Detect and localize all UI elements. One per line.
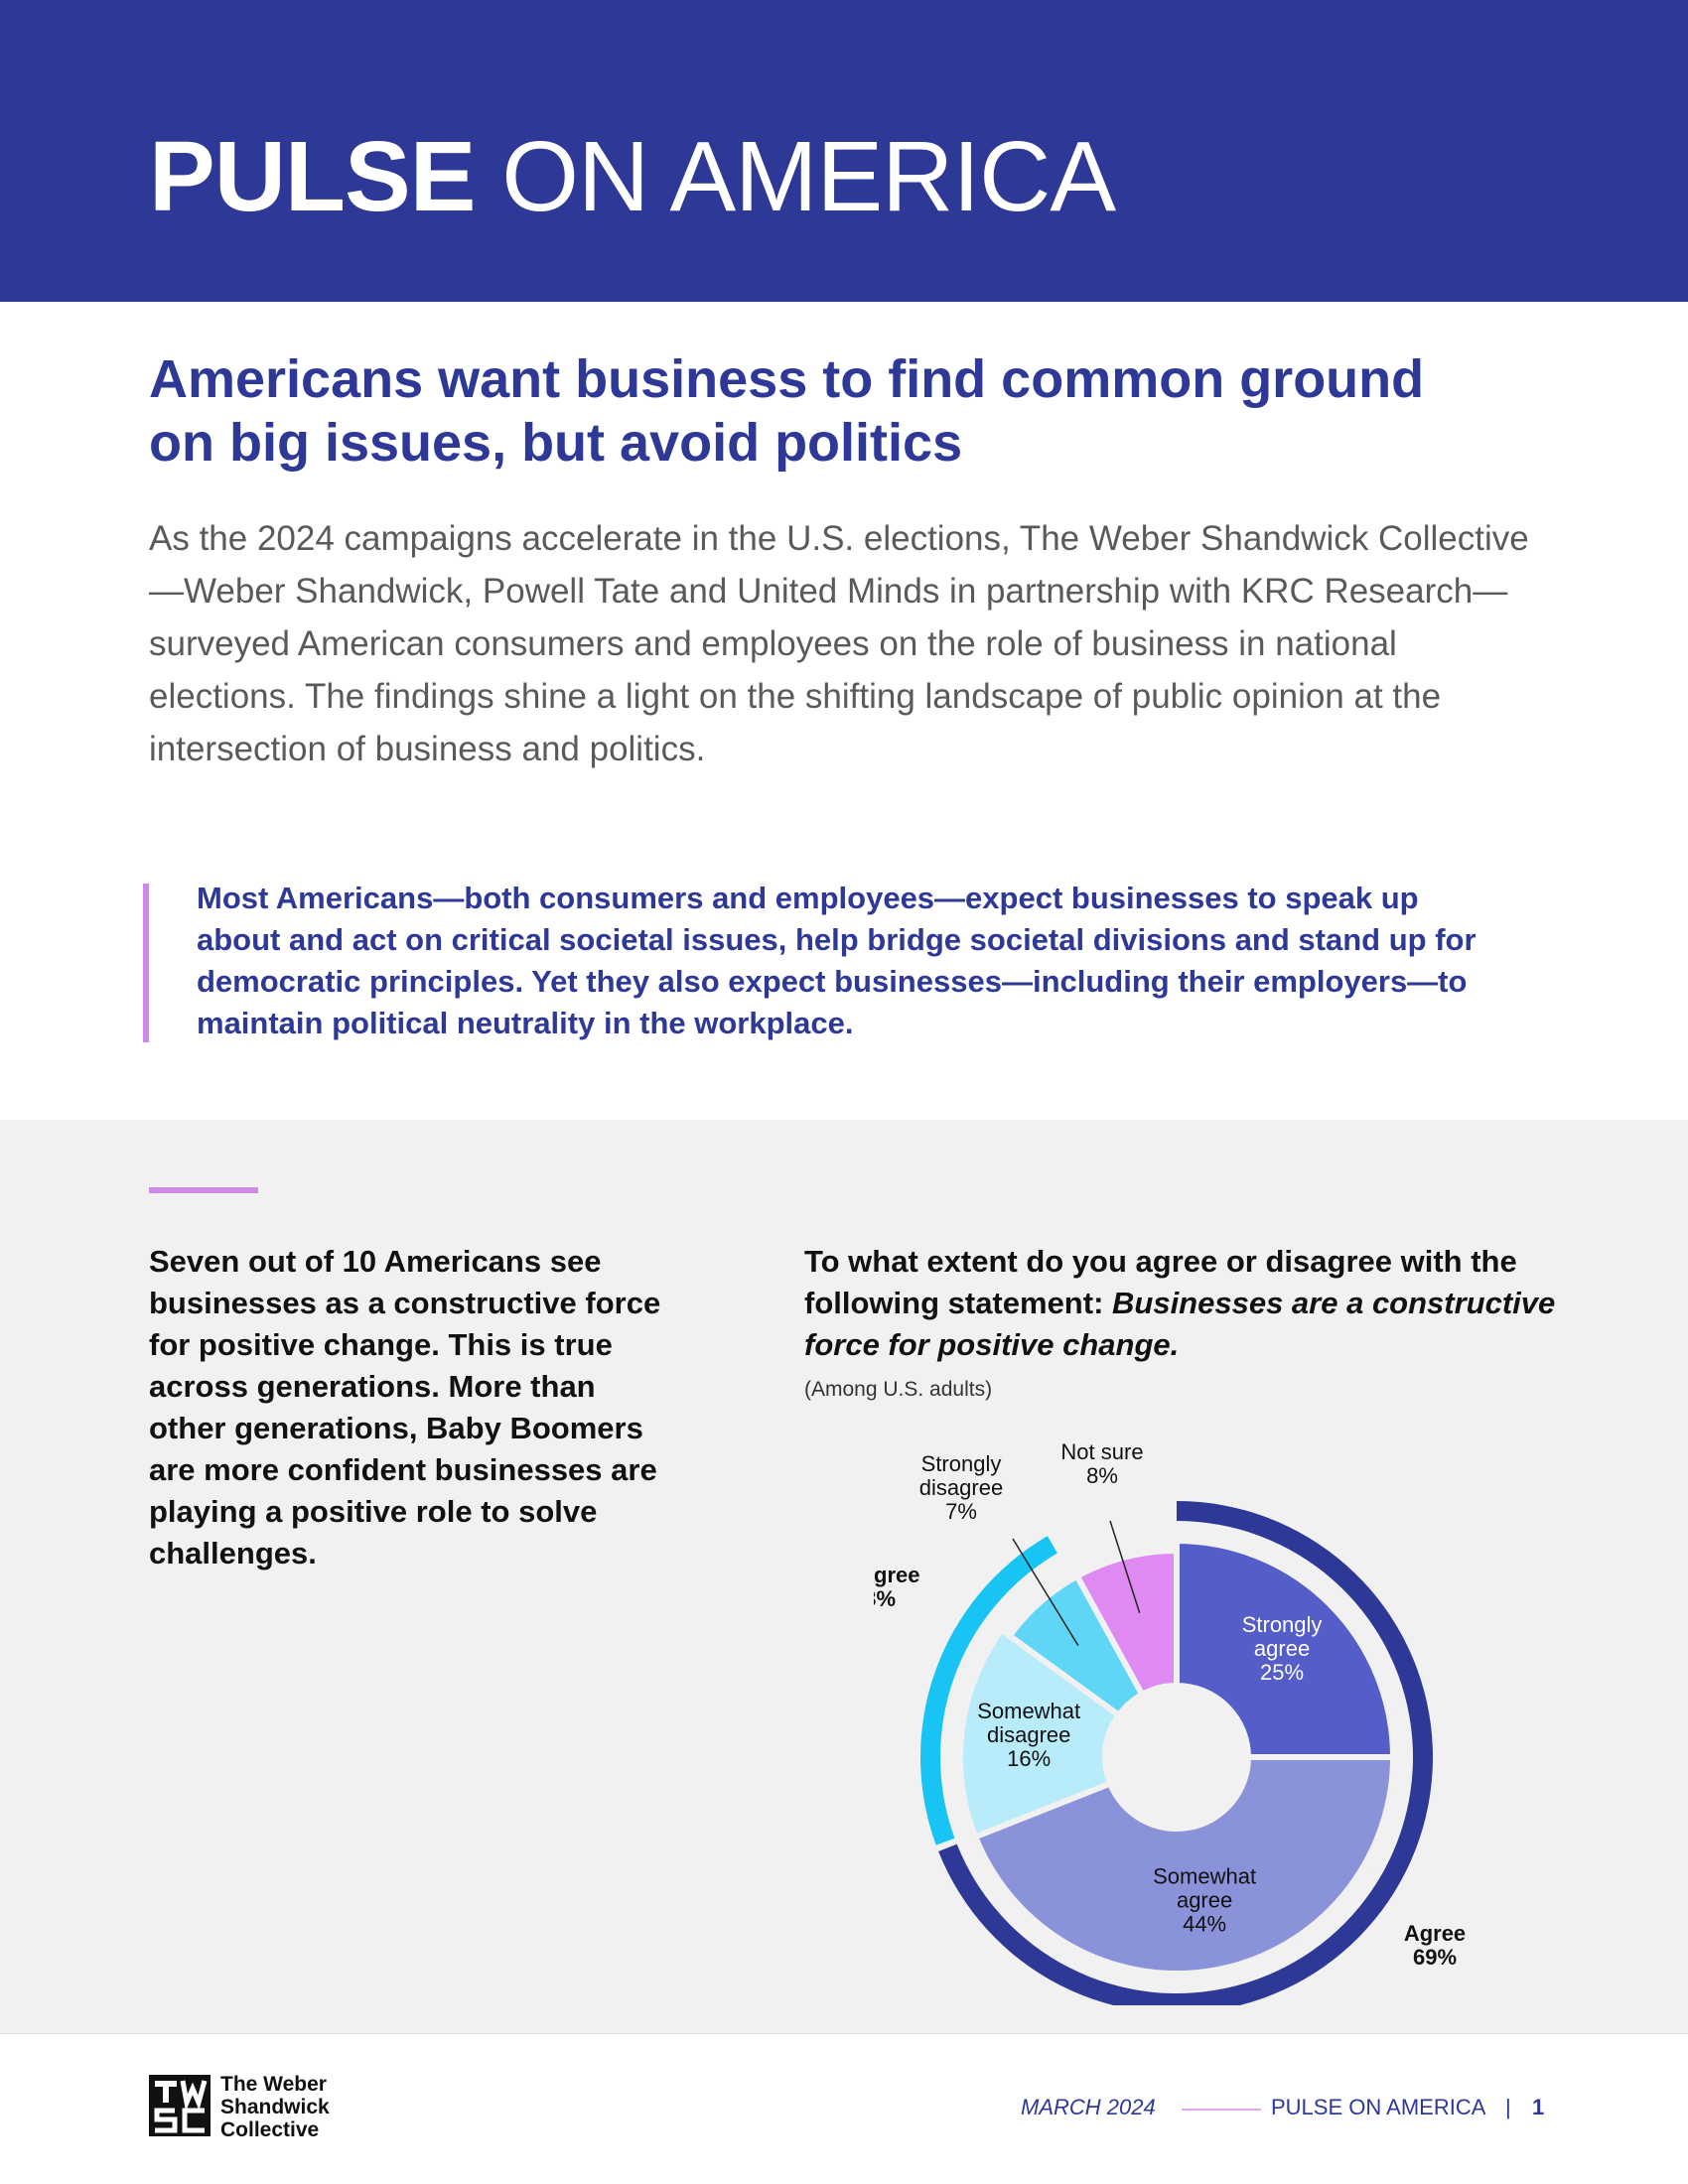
header-banner: PULSE ON AMERICA (0, 0, 1688, 302)
slice-label-outside: Not sure 8% (1060, 1439, 1143, 1488)
logo-line: Collective (220, 2118, 320, 2141)
chart-question: To what extent do you agree or disagree … (804, 1241, 1579, 1366)
donut-chart: Strongly agree 25% Somewhat agree 44% Somewhat… (874, 1390, 1470, 2005)
logo-line: Shandwick (220, 2096, 330, 2118)
chart-question-prefix: To what extent do you agree or disagree … (804, 1244, 1517, 1320)
slice-label: Somewhat disagree 16% (977, 1699, 1080, 1771)
weber-shandwick-logo-icon (149, 2075, 211, 2136)
footer-separator: | (1505, 2095, 1511, 2119)
group-ring-disagree (920, 1536, 1057, 1845)
footer-rule (0, 2033, 1688, 2034)
donut-chart-svg: Strongly agree 25% Somewhat agree 44% Somewhat… (874, 1439, 1466, 2005)
donut-slice (1072, 1547, 1180, 1699)
publication-title-light: ON AMERICA (501, 121, 1116, 232)
footer-publication: PULSE ON AMERICA (1271, 2095, 1486, 2119)
donut-slice (971, 1754, 1397, 1977)
pullquote: Most Americans—both consumers and employ… (197, 881, 1477, 1040)
group-label-disagree: Disagree23% (874, 1563, 919, 1611)
slice-label: Somewhat agree 44% (1153, 1863, 1256, 1936)
publication-title-bold: PULSE (149, 121, 476, 232)
intro-paragraph: As the 2024 campaigns accelerate in the … (149, 519, 1529, 768)
slice-label: Strongly agree 25% (1242, 1612, 1323, 1685)
donut-slice (957, 1625, 1123, 1842)
leader-line (1109, 1520, 1141, 1613)
chart-base-note: (Among U.S. adults) (804, 1378, 993, 1401)
finding-lead-text: Seven out of 10 Americans see businesses… (149, 1244, 661, 1570)
pullquote-bar (143, 884, 149, 1042)
footer-date: MARCH 2024 (1021, 2095, 1156, 2119)
headline: Americans want business to find common g… (149, 349, 1425, 473)
page-number: 1 (1532, 2095, 1545, 2119)
footer-divider (1182, 2109, 1261, 2111)
logo-line: The Weber (220, 2073, 327, 2096)
group-label-agree: Agree 69% (1404, 1921, 1466, 1970)
publication-title: PULSE ON AMERICA (149, 127, 1116, 226)
findings-panel (0, 1120, 1688, 2033)
donut-slice (1174, 1537, 1397, 1760)
logo-wordmark: The Weber Shandwick Collective (220, 2073, 330, 2141)
slice-label-outside: Strongly disagree 7% (919, 1451, 1003, 1524)
chart-question-statement: Businesses are a constructive force for … (804, 1286, 1556, 1362)
leader-line (1012, 1538, 1079, 1646)
accent-divider (149, 1187, 258, 1193)
